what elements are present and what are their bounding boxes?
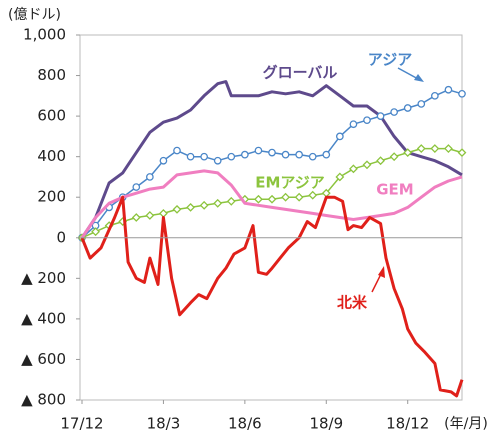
point-marker <box>254 146 263 155</box>
x-unit: (年/月) <box>444 416 488 432</box>
point-marker <box>213 198 223 208</box>
annotation-arrow-head <box>378 266 385 278</box>
point-marker <box>416 144 426 153</box>
point-marker <box>403 104 412 112</box>
point-marker <box>200 152 208 161</box>
point-marker <box>131 213 141 222</box>
point-marker <box>199 200 209 210</box>
point-marker <box>186 202 195 212</box>
point-marker <box>376 112 385 120</box>
series-line <box>81 89 463 239</box>
point-marker <box>159 156 168 165</box>
point-marker <box>444 85 453 94</box>
series-label: 北米 <box>337 294 368 312</box>
point-marker <box>349 164 358 174</box>
point-marker <box>227 152 236 161</box>
point-marker <box>444 144 453 153</box>
point-marker <box>336 132 344 141</box>
point-marker <box>145 211 155 220</box>
point-marker <box>281 150 290 159</box>
point-marker <box>403 148 413 158</box>
point-marker <box>308 152 317 161</box>
point-marker <box>294 192 304 202</box>
point-marker <box>308 190 318 200</box>
x-tick-label: 18/6 <box>228 415 262 433</box>
point-marker <box>226 196 236 206</box>
point-marker <box>146 173 154 181</box>
point-marker <box>281 192 290 202</box>
series-label: アジア <box>368 51 412 69</box>
y-tick-label: ▲ 400 <box>21 309 66 327</box>
point-marker <box>91 227 100 237</box>
point-marker <box>295 150 303 159</box>
point-marker <box>254 194 263 204</box>
point-marker <box>335 172 345 182</box>
point-marker <box>213 156 222 165</box>
point-marker <box>349 120 358 129</box>
point-marker <box>132 183 141 191</box>
y-tick-label: 1,000 <box>23 26 66 44</box>
y-tick-label: ▲ 200 <box>21 269 66 287</box>
series-line <box>80 169 463 239</box>
point-marker <box>457 148 467 158</box>
series-line <box>80 80 463 239</box>
y-unit: (億ドル) <box>8 7 61 23</box>
point-marker <box>173 146 181 155</box>
point-marker <box>389 152 399 162</box>
annotation-arrow-head <box>414 74 424 82</box>
point-marker <box>241 150 249 159</box>
x-tick-label: 18/12 <box>386 415 429 433</box>
series-label: GEM <box>376 181 414 199</box>
point-marker <box>362 160 372 170</box>
point-marker <box>267 194 277 204</box>
y-tick-label: 800 <box>37 66 66 84</box>
y-tick-label: 600 <box>37 107 66 125</box>
point-marker <box>159 209 168 218</box>
point-marker <box>268 148 276 157</box>
y-tick-label: 200 <box>37 188 66 206</box>
point-marker <box>363 116 371 125</box>
point-marker <box>431 91 439 100</box>
point-marker <box>417 100 426 108</box>
series-label: グローバル <box>263 64 338 82</box>
x-tick-label: 18/3 <box>147 415 181 433</box>
x-tick-label: 17/12 <box>60 415 103 433</box>
series-line <box>80 195 464 398</box>
point-marker <box>186 152 195 161</box>
point-marker <box>430 144 440 153</box>
y-tick-label: ▲ 800 <box>21 391 66 409</box>
y-tick-label: ▲ 600 <box>21 350 66 368</box>
point-marker <box>390 108 398 116</box>
x-tick-label: 18/9 <box>309 415 343 433</box>
point-marker <box>172 204 182 214</box>
point-marker <box>322 150 331 159</box>
series-label: EMアジア <box>255 174 325 192</box>
y-tick-label: 0 <box>56 228 66 246</box>
point-marker <box>458 89 466 98</box>
plot-frame <box>79 34 463 401</box>
y-tick-label: 400 <box>37 147 66 165</box>
point-marker <box>376 156 385 166</box>
